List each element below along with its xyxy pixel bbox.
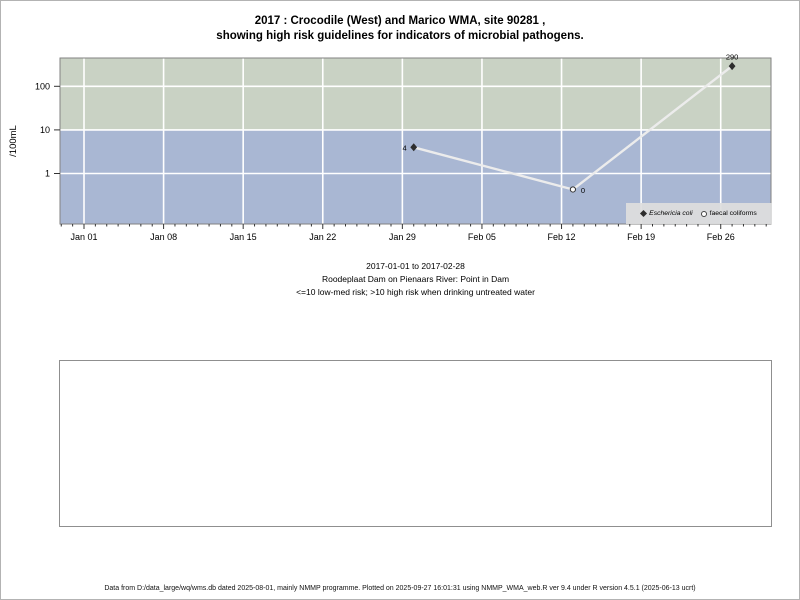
point-label: 0	[581, 186, 585, 195]
empty-panel	[59, 360, 772, 527]
chart-subtitle: 2017-01-01 to 2017-02-28 Roodeplaat Dam …	[60, 260, 771, 299]
x-tick-label: Feb 26	[707, 232, 735, 242]
y-tick-label: 100	[35, 81, 50, 91]
legend-label-ecoli: Eschericia coli	[649, 210, 693, 217]
subtitle-date-range: 2017-01-01 to 2017-02-28	[366, 261, 465, 271]
band-high-risk	[60, 58, 771, 130]
diamond-icon	[640, 209, 648, 218]
x-tick-label: Feb 19	[627, 232, 655, 242]
y-tick-label: 10	[40, 125, 50, 135]
x-tick-label: Jan 01	[70, 232, 97, 242]
chart-legend: Eschericia coli faecal coliforms	[626, 203, 772, 224]
legend-label-faecal: faecal coliforms	[709, 210, 757, 217]
chart-title-line2: showing high risk guidelines for indicat…	[216, 30, 584, 42]
plot-panel-border	[59, 57, 772, 225]
legend-item-faecal: faecal coliforms	[700, 210, 757, 217]
x-tick-label: Jan 08	[150, 232, 177, 242]
timeseries-chart: Jan 01 Jan 08 Jan 15 Jan 22 Jan 29 Feb 05 Feb …	[8, 53, 772, 242]
legend-item-ecoli: Eschericia coli	[640, 209, 693, 218]
subtitle-risk-note: <=10 low-med risk; >10 high risk when dr…	[296, 287, 535, 297]
x-tick-label: Jan 29	[389, 232, 416, 242]
y-axis-title: /100mL	[8, 125, 19, 157]
y-tick-label: 1	[45, 169, 50, 179]
footer-provenance-text: Data from D:/data_large/wq/wms.db dated …	[104, 585, 696, 592]
point-ecoli	[728, 62, 736, 71]
point-faecal	[569, 186, 577, 193]
x-tick-label: Jan 22	[309, 232, 336, 242]
point-label: 4	[403, 143, 407, 152]
x-tick-label: Feb 05	[468, 232, 496, 242]
chart-title-line1: 2017 : Crocodile (West) and Marico WMA, …	[254, 15, 546, 27]
point-ecoli	[410, 143, 418, 152]
x-tick-label: Feb 12	[548, 232, 576, 242]
point-label: 290	[726, 53, 739, 62]
x-tick-label: Jan 15	[230, 232, 257, 242]
subtitle-site-name: Roodeplaat Dam on Pienaars River: Point …	[321, 274, 510, 284]
circle-icon	[700, 210, 707, 217]
